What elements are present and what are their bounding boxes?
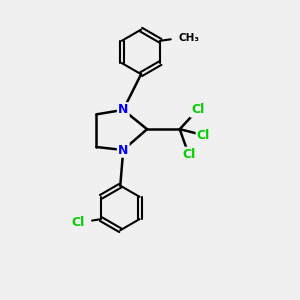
Text: Cl: Cl xyxy=(191,103,204,116)
Text: N: N xyxy=(118,103,128,116)
Text: Cl: Cl xyxy=(71,216,85,229)
Text: CH₃: CH₃ xyxy=(178,33,199,43)
Text: Cl: Cl xyxy=(197,129,210,142)
Text: Cl: Cl xyxy=(182,148,195,161)
Text: N: N xyxy=(118,143,128,157)
